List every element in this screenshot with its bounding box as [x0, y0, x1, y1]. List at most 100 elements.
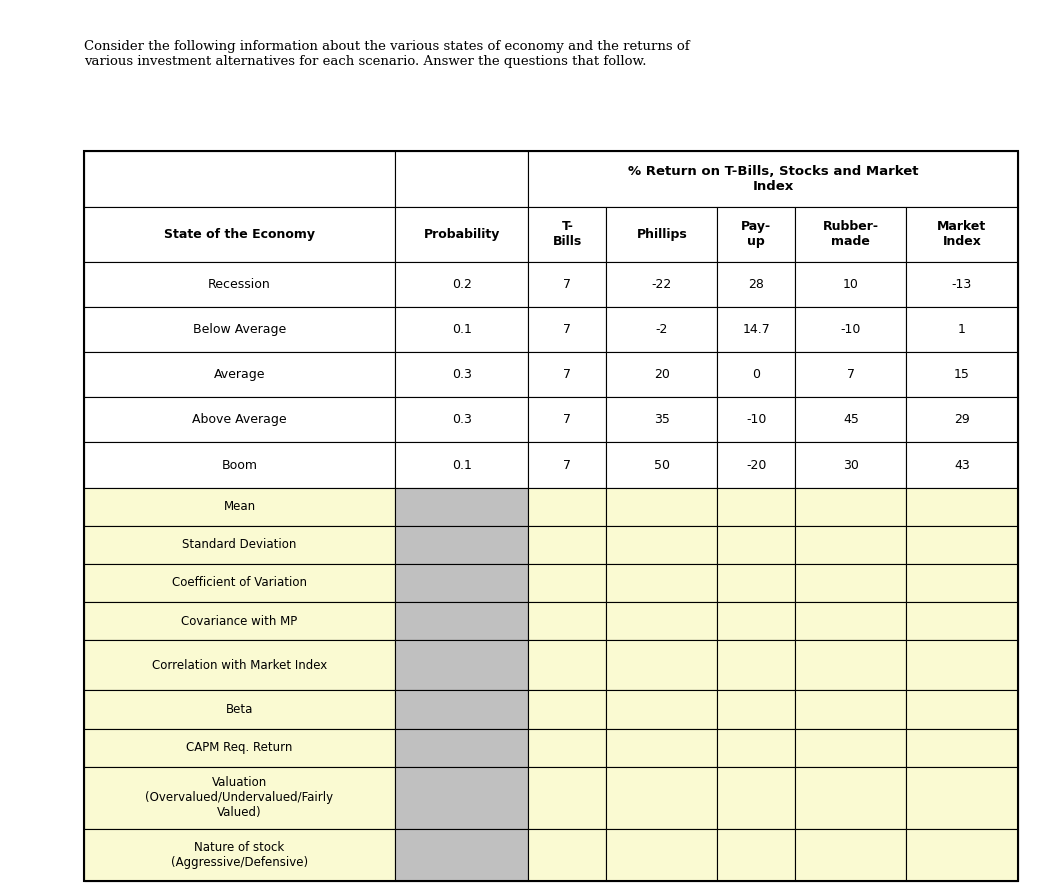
Text: 1: 1	[958, 323, 966, 336]
Bar	[795, 206, 906, 262]
Bar	[795, 691, 906, 729]
Bar	[529, 397, 606, 442]
Bar	[84, 829, 395, 881]
Text: 20: 20	[654, 368, 670, 381]
Text: T-
Bills: T- Bills	[553, 220, 582, 248]
Bar	[395, 307, 529, 352]
Bar	[529, 766, 606, 829]
Bar	[606, 526, 718, 564]
Bar	[84, 206, 395, 262]
Bar	[606, 397, 718, 442]
Text: 28: 28	[748, 278, 765, 291]
Bar	[718, 829, 795, 881]
Bar	[606, 766, 718, 829]
Text: 43: 43	[955, 458, 970, 472]
Text: 10: 10	[843, 278, 859, 291]
Text: Consider the following information about the various states of economy and the r: Consider the following information about…	[84, 40, 689, 68]
Bar	[718, 602, 795, 640]
Bar	[529, 151, 1018, 206]
Bar	[906, 729, 1018, 766]
Bar	[718, 397, 795, 442]
Bar	[84, 352, 395, 397]
Bar	[84, 151, 395, 206]
Text: 7: 7	[563, 323, 572, 336]
Bar	[718, 564, 795, 602]
Bar	[84, 729, 395, 766]
Bar	[795, 488, 906, 526]
Text: 0.1: 0.1	[452, 458, 472, 472]
Text: Mean: Mean	[223, 500, 256, 514]
Bar	[795, 729, 906, 766]
Bar	[795, 766, 906, 829]
Text: -10: -10	[840, 323, 861, 336]
Bar	[529, 640, 606, 691]
Bar	[395, 766, 529, 829]
Bar	[906, 526, 1018, 564]
Text: Average: Average	[214, 368, 265, 381]
Bar	[795, 352, 906, 397]
Text: CAPM Req. Return: CAPM Req. Return	[187, 741, 293, 754]
Bar	[529, 442, 606, 488]
Text: 29: 29	[955, 413, 970, 426]
Bar	[395, 151, 529, 206]
Bar	[906, 564, 1018, 602]
Text: Rubber-
made: Rubber- made	[822, 220, 879, 248]
Text: Pay-
up: Pay- up	[742, 220, 771, 248]
Text: 50: 50	[654, 458, 670, 472]
Bar	[529, 691, 606, 729]
Bar	[529, 564, 606, 602]
Text: Below Average: Below Average	[193, 323, 286, 336]
Bar	[529, 526, 606, 564]
Text: -13: -13	[951, 278, 972, 291]
Bar	[718, 640, 795, 691]
Bar	[606, 206, 718, 262]
Text: 15: 15	[954, 368, 970, 381]
Text: Coefficient of Variation: Coefficient of Variation	[172, 577, 307, 589]
Bar	[606, 691, 718, 729]
Bar	[718, 488, 795, 526]
Bar	[906, 397, 1018, 442]
Bar	[84, 691, 395, 729]
Text: 0.3: 0.3	[452, 368, 472, 381]
Bar	[529, 206, 606, 262]
Bar	[606, 640, 718, 691]
Bar	[718, 307, 795, 352]
Bar	[84, 602, 395, 640]
Text: 7: 7	[563, 278, 572, 291]
Bar	[395, 640, 529, 691]
Bar	[529, 307, 606, 352]
Bar	[795, 640, 906, 691]
Bar	[795, 262, 906, 307]
Bar	[718, 691, 795, 729]
Text: 0.1: 0.1	[452, 323, 472, 336]
Text: Correlation with Market Index: Correlation with Market Index	[152, 659, 327, 672]
Text: -20: -20	[746, 458, 767, 472]
Bar	[906, 640, 1018, 691]
Text: 0.3: 0.3	[452, 413, 472, 426]
Bar	[906, 442, 1018, 488]
Text: -22: -22	[651, 278, 672, 291]
Bar	[795, 602, 906, 640]
Text: State of the Economy: State of the Economy	[164, 228, 315, 240]
Bar	[395, 564, 529, 602]
Bar	[395, 729, 529, 766]
Text: 45: 45	[843, 413, 859, 426]
Bar	[84, 397, 395, 442]
Text: 7: 7	[563, 458, 572, 472]
Text: 30: 30	[843, 458, 859, 472]
Text: Covariance with MP: Covariance with MP	[181, 615, 298, 627]
Text: % Return on T-Bills, Stocks and Market
Index: % Return on T-Bills, Stocks and Market I…	[627, 165, 918, 193]
Bar	[529, 829, 606, 881]
Bar	[395, 206, 529, 262]
Bar	[718, 729, 795, 766]
Text: Market
Index: Market Index	[938, 220, 986, 248]
Bar	[795, 829, 906, 881]
Text: Nature of stock
(Aggressive/Defensive): Nature of stock (Aggressive/Defensive)	[171, 841, 308, 869]
Bar	[606, 729, 718, 766]
Text: 14.7: 14.7	[743, 323, 770, 336]
Bar	[906, 488, 1018, 526]
Bar	[795, 307, 906, 352]
Bar	[529, 262, 606, 307]
Text: Standard Deviation: Standard Deviation	[183, 538, 297, 551]
Text: Probability: Probability	[424, 228, 500, 240]
